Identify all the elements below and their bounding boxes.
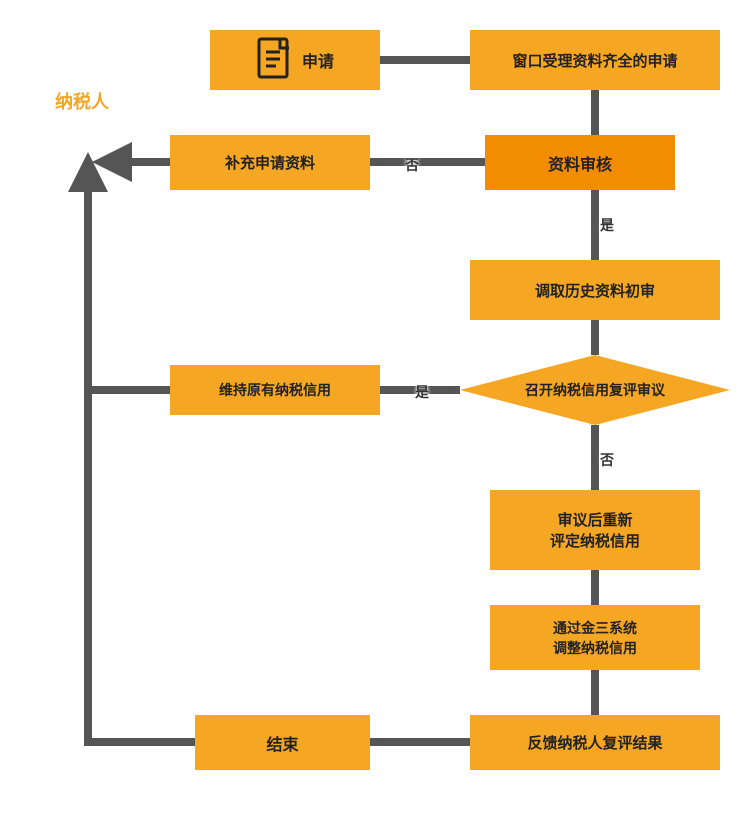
node-r2: 调取历史资料初审	[470, 260, 720, 320]
taxpayer-title: 纳税人	[55, 88, 109, 114]
taxpayer-title-text: 纳税人	[55, 92, 109, 112]
node-r4-label: 通过金三系统 调整纳税信用	[553, 618, 637, 658]
node-r1-label: 窗口受理资料齐全的申请	[512, 50, 677, 71]
node-d1-label: 召开纳税信用复评审议	[495, 380, 695, 400]
node-r5: 反馈纳税人复评结果	[470, 715, 720, 770]
node-r3-label: 审议后重新 评定纳税信用	[550, 509, 640, 551]
node-d1: 召开纳税信用复评审议	[460, 355, 730, 425]
node-r5-label: 反馈纳税人复评结果	[527, 732, 662, 753]
node-start-label: 申请	[302, 48, 334, 72]
node-l2: 维持原有纳税信用	[170, 365, 380, 415]
edge-label-5: 是	[415, 382, 429, 402]
node-r1: 窗口受理资料齐全的申请	[470, 30, 720, 90]
node-l1-label: 补充申请资料	[225, 152, 315, 173]
edge-label-6: 否	[600, 450, 614, 470]
node-r2-label: 调取历史资料初审	[535, 280, 655, 301]
node-check: 资料审核	[485, 135, 675, 190]
edge-label-2: 否	[405, 155, 419, 175]
node-start: 申请	[210, 30, 380, 90]
node-l2-label: 维持原有纳税信用	[219, 380, 331, 400]
node-check-label: 资料审核	[548, 151, 612, 175]
node-r3: 审议后重新 评定纳税信用	[490, 490, 700, 570]
edge-end-taxpayer	[88, 160, 195, 742]
node-end: 结束	[195, 715, 370, 770]
edge-label-3: 是	[600, 215, 614, 235]
node-l1: 补充申请资料	[170, 135, 370, 190]
node-end-label: 结束	[266, 731, 298, 755]
node-r4: 通过金三系统 调整纳税信用	[490, 605, 700, 670]
document-icon	[256, 36, 302, 85]
